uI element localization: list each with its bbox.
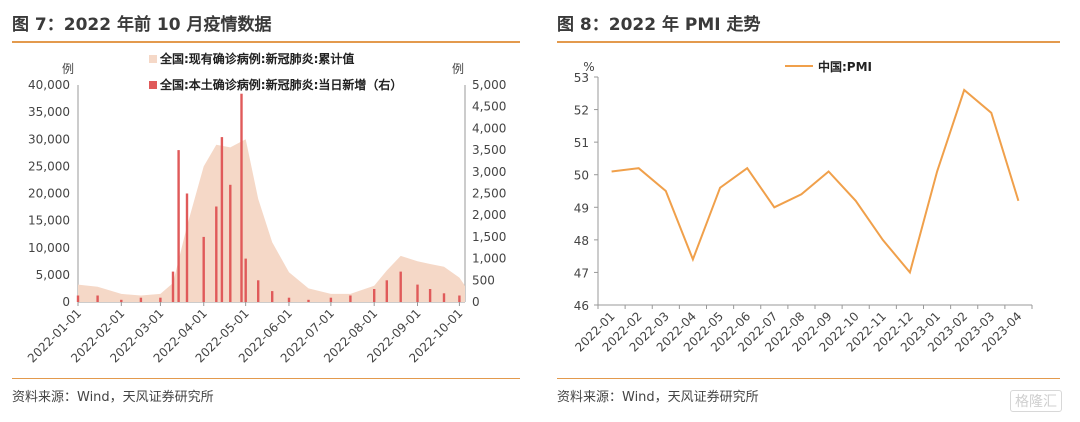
daily-new-cases-bar	[202, 236, 205, 302]
left-tick-label: 20,000	[28, 187, 70, 201]
figure-7-source: 资料来源：Wind，天风证券研究所	[12, 390, 214, 405]
right-tick-label: 3,000	[472, 165, 506, 179]
daily-new-cases-bar	[257, 280, 260, 302]
legend-swatch-bar	[149, 81, 157, 89]
daily-new-cases-bar	[244, 258, 247, 302]
daily-new-cases-bar	[76, 295, 80, 302]
right-tick-label: 2,500	[472, 187, 506, 201]
y-axis-unit: %	[583, 60, 594, 74]
watermark-logo: 格隆汇	[1010, 390, 1062, 412]
daily-new-cases-bar	[215, 206, 218, 302]
figure-8-source: 资料来源：Wind，天风证券研究所	[557, 390, 759, 405]
daily-new-cases-bar	[399, 271, 402, 302]
right-axis-unit: 例	[452, 62, 464, 76]
figure-8-top-rule	[557, 41, 1060, 43]
daily-new-cases-bar	[271, 291, 274, 302]
left-tick-label: 5,000	[36, 268, 70, 282]
existing-cases-area	[78, 139, 465, 302]
right-tick-label: 1,000	[472, 252, 506, 266]
right-tick-label: 4,500	[472, 100, 506, 114]
daily-new-cases-bar	[373, 289, 376, 302]
y-tick-label: 52	[574, 104, 589, 118]
y-tick-label: 51	[574, 136, 589, 150]
figure-7-panel: 图 7：2022 年前 10 月疫情数据 0 5,000 10,000 15,000 2…	[12, 15, 520, 405]
daily-new-cases-bar	[185, 193, 189, 302]
right-tick-label: 3,500	[472, 143, 506, 157]
y-tick-label: 50	[574, 169, 589, 183]
left-axis-unit: 例	[62, 62, 74, 76]
daily-new-cases-bar	[442, 293, 446, 302]
legend-label-bar: 全国:本土确诊病例:新冠肺炎:当日新增（右）	[159, 77, 402, 92]
figure-7-top-rule	[12, 41, 520, 43]
daily-new-cases-bar	[287, 297, 291, 302]
figure-7-bottom-rule	[12, 378, 520, 379]
daily-new-cases-bar	[458, 295, 461, 302]
left-tick-label: 35,000	[28, 105, 70, 119]
daily-new-cases-bar	[229, 184, 232, 302]
daily-new-cases-bar	[171, 271, 175, 302]
daily-new-cases-bar	[240, 93, 243, 302]
legend-swatch-area	[149, 55, 157, 63]
figure-8-title: 图 8：2022 年 PMI 走势	[557, 15, 761, 35]
y-tick-label: 53	[574, 71, 589, 85]
daily-new-cases-bar	[329, 297, 333, 302]
pmi-series-line	[611, 88, 1020, 275]
left-tick-label: 40,000	[28, 78, 70, 92]
y-tick-label: 46	[574, 299, 589, 313]
left-tick-label: 10,000	[28, 241, 70, 255]
right-tick-label: 4,000	[472, 121, 506, 135]
daily-new-cases-bar	[120, 299, 123, 302]
right-tick-label: 1,500	[472, 230, 506, 244]
daily-new-cases-bar	[220, 137, 224, 302]
daily-new-cases-bar	[177, 150, 180, 302]
legend-label-area: 全国:现有确诊病例:新冠肺炎:累计值	[159, 51, 354, 66]
right-tick-label: 0	[472, 295, 480, 309]
covid-cases-chart: 0 5,000 10,000 15,000 20,000 25,000 30,000 35,0…	[25, 51, 506, 365]
pmi-line-chart: 4647484950515253%2022-012022-022022-0320…	[572, 59, 1033, 355]
y-tick-label: 48	[574, 234, 589, 248]
figure-7-title: 图 7：2022 年前 10 月疫情数据	[12, 15, 272, 35]
left-tick-label: 15,000	[28, 214, 70, 228]
daily-new-cases-bar	[159, 297, 162, 302]
daily-new-cases-bar	[385, 280, 388, 302]
daily-new-cases-bar	[416, 284, 419, 302]
right-tick-label: 500	[472, 273, 495, 287]
left-tick-label: 30,000	[28, 132, 70, 146]
daily-new-cases-bar	[349, 295, 352, 302]
figure-8-bottom-rule	[557, 378, 1060, 379]
y-tick-label: 47	[574, 266, 589, 280]
daily-new-cases-bar	[96, 295, 99, 302]
y-tick-label: 49	[574, 201, 589, 215]
daily-new-cases-bar	[428, 289, 432, 302]
right-tick-label: 2,000	[472, 208, 506, 222]
daily-new-cases-bar	[139, 297, 143, 302]
left-tick-label: 0	[62, 295, 70, 309]
legend-label-pmi: 中国:PMI	[818, 59, 872, 74]
left-tick-label: 25,000	[28, 159, 70, 173]
figure-8-panel: 图 8：2022 年 PMI 走势 46 47 48 49 50 51 52 53% 2022-…	[545, 0, 1080, 422]
right-tick-label: 5,000	[472, 78, 506, 92]
daily-new-cases-bar	[307, 299, 310, 302]
